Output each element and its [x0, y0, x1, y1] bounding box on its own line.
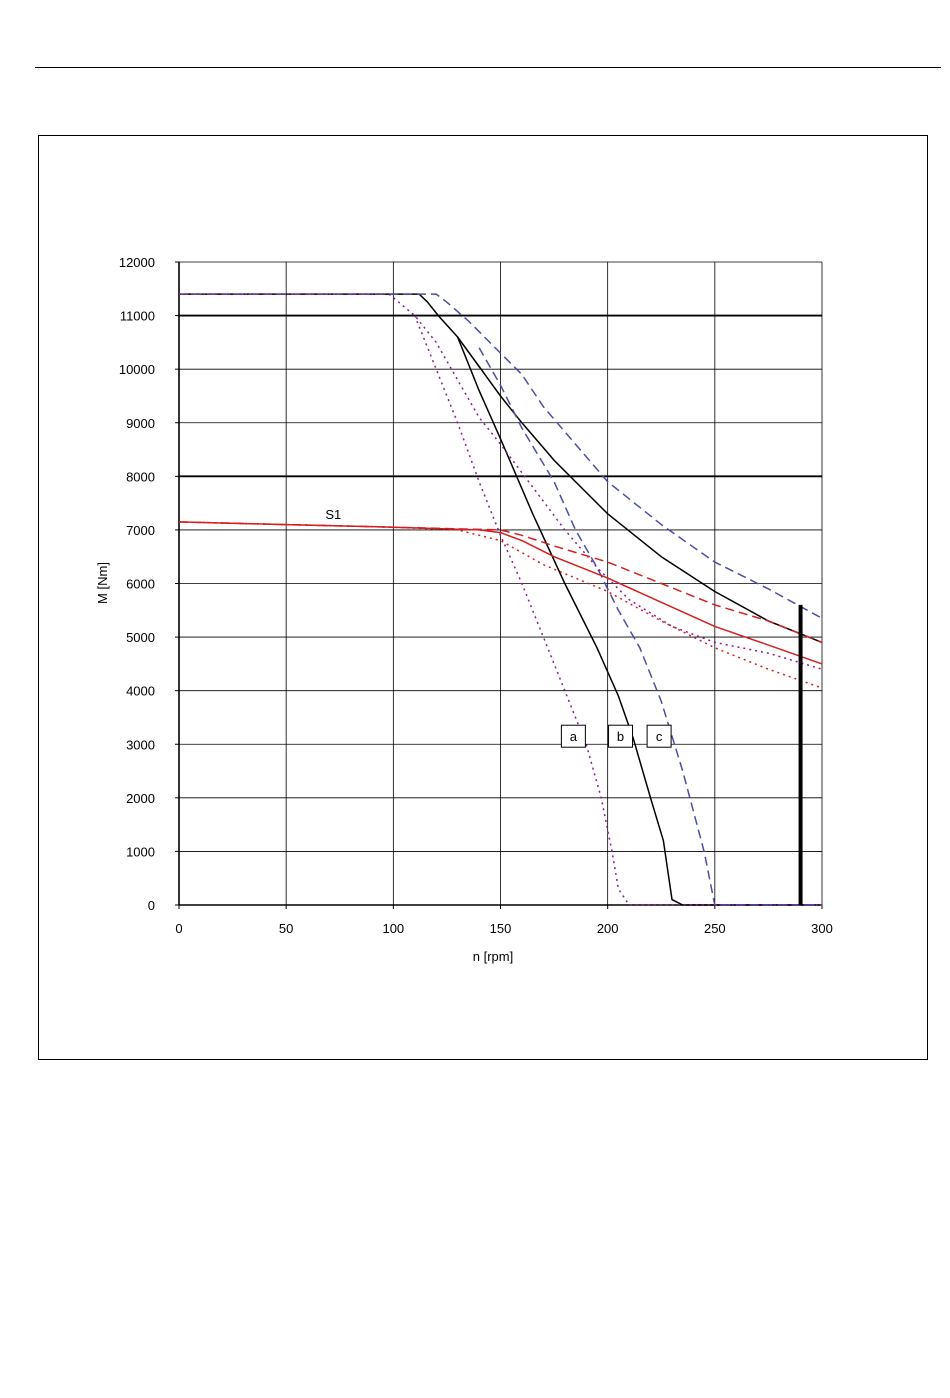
- y-tick-label: 8000: [126, 469, 155, 484]
- x-tick-label: 250: [704, 921, 726, 936]
- y-axis-label: M [Nm]: [95, 562, 110, 604]
- series-line-8: [178, 521, 823, 644]
- y-tick-label: 1000: [126, 844, 155, 859]
- series-line-2: [456, 336, 822, 906]
- y-tick-label: 7000: [126, 523, 155, 538]
- curve-label: b: [617, 729, 624, 744]
- curve-label: a: [570, 729, 578, 744]
- annotations: S1 a b c: [325, 507, 672, 748]
- x-tick-label: 100: [382, 921, 404, 936]
- y-tick-label: 5000: [126, 630, 155, 645]
- series-line-4: [478, 347, 822, 906]
- y-tick-label: 0: [148, 898, 155, 913]
- tick-labels: 0100020003000400050006000700080009000100…: [119, 255, 833, 936]
- x-tick-label: 300: [811, 921, 833, 936]
- series-line-3: [179, 293, 823, 619]
- y-tick-label: 6000: [126, 577, 155, 592]
- x-tick-label: 150: [490, 921, 512, 936]
- curve-label: c: [656, 729, 663, 744]
- chart-frame: [38, 135, 928, 1060]
- x-tick-label: 200: [597, 921, 619, 936]
- y-tick-label: 12000: [119, 255, 155, 270]
- grid: [175, 261, 823, 909]
- series-line-1: [179, 293, 823, 644]
- curve-label: S1: [325, 507, 341, 522]
- y-tick-label: 2000: [126, 791, 155, 806]
- header-rule: [35, 67, 941, 68]
- x-axis-label: n [rpm]: [473, 949, 513, 964]
- series-group: [178, 293, 823, 906]
- series-line-9: [178, 521, 823, 689]
- y-tick-label: 10000: [119, 362, 155, 377]
- y-tick-label: 4000: [126, 684, 155, 699]
- y-tick-label: 9000: [126, 416, 155, 431]
- curve-label-box: [608, 724, 634, 748]
- x-tick-label: 0: [175, 921, 182, 936]
- curve-label-box: [646, 724, 672, 748]
- curve-label-box: [560, 724, 586, 748]
- y-tick-label: 11000: [120, 309, 155, 324]
- x-tick-label: 50: [279, 921, 293, 936]
- y-tick-label: 3000: [126, 737, 155, 752]
